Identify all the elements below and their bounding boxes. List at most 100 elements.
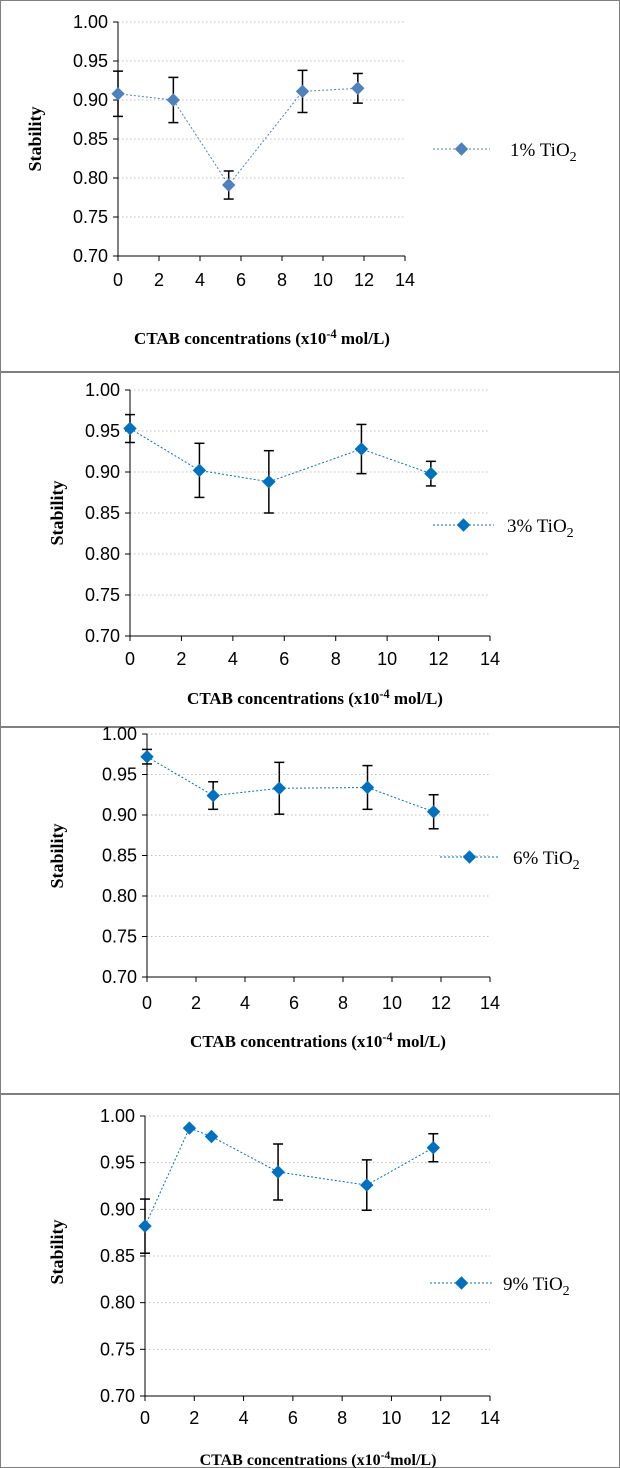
x-tick-label: 2	[191, 993, 201, 1013]
y-axis-title: Stability	[47, 1219, 67, 1284]
x-tick-label: 6	[288, 1408, 298, 1428]
legend-label-subscript: 2	[570, 150, 577, 165]
x-tick-label: 10	[377, 649, 397, 669]
x-tick-label: 0	[113, 270, 123, 290]
data-point-marker	[123, 421, 137, 436]
y-axis-title: Stability	[47, 480, 67, 545]
x-tick-label: 4	[195, 270, 205, 290]
chart-panel-4: 0.70 0.75 0.80 0.85 0.90 0.95 1.00 0 2 4 6 8 10 12 14 S…	[0, 1094, 620, 1468]
data-point-marker	[360, 780, 375, 795]
data-point-marker	[166, 93, 181, 107]
data-point-marker	[262, 475, 276, 489]
legend-label-main: 6% TiO	[513, 848, 573, 869]
x-axis-title-superscript: -4	[382, 1030, 392, 1044]
legend-marker	[454, 1276, 469, 1290]
data-point-marker	[271, 1165, 285, 1179]
y-tick-label: 0.70	[102, 967, 137, 987]
data-point-marker	[140, 749, 154, 764]
x-tick-label: 6	[279, 649, 289, 669]
y-tick-label: 0.85	[73, 129, 108, 149]
x-tick-label: 14	[480, 993, 500, 1013]
x-axis-title-superscript: -4	[379, 687, 389, 701]
x-tick-label: 6	[289, 993, 299, 1013]
x-axis-title-tail: mol/L)	[337, 329, 390, 348]
x-axis-title-tail: mol/L)	[393, 1032, 446, 1051]
y-axis-title: Stability	[47, 823, 67, 888]
x-axis-title-tail: mol/L)	[390, 1452, 436, 1468]
data-point-marker	[426, 1140, 441, 1155]
x-tick-label: 2	[176, 649, 186, 669]
x-tick-label: 14	[480, 649, 500, 669]
legend-marker	[454, 142, 469, 156]
y-tick-label: 0.95	[102, 765, 137, 785]
y-tick-label: 1.00	[100, 1106, 135, 1126]
y-tick-label: 0.75	[100, 1339, 135, 1359]
legend-label-subscript: 2	[563, 1284, 570, 1299]
y-tick-label: 1.00	[85, 380, 120, 400]
y-tick-label: 0.75	[85, 585, 120, 605]
x-tick-label: 0	[125, 649, 135, 669]
y-tick-label: 0.90	[73, 90, 108, 110]
x-tick-label: 8	[337, 1408, 347, 1428]
x-tick-label: 2	[189, 1408, 199, 1428]
x-tick-label: 8	[338, 993, 348, 1013]
x-axis-title-main: CTAB concentrations (x10	[134, 329, 326, 348]
x-axis-title-main: CTAB concentrations (x10	[187, 689, 379, 708]
chart-panel-2: 0.70 0.75 0.80 0.85 0.90 0.95 1.00 0 2 4 6 8 10 12 14 S…	[0, 372, 620, 727]
data-point-marker	[295, 84, 310, 99]
data-point-marker	[424, 466, 438, 481]
legend-label-main: 1% TiO	[510, 140, 570, 161]
data-point-marker	[354, 442, 369, 456]
data-point-marker	[206, 788, 220, 803]
chart-panel-3: 0.70 0.75 0.80 0.85 0.90 0.95 1.00 0 2 4 6 8 10 12 14 S…	[0, 724, 620, 1094]
legend-label: 9% TiO2	[503, 1274, 570, 1299]
x-tick-label: 12	[429, 649, 449, 669]
legend-label: 6% TiO2	[513, 848, 580, 873]
x-tick-label: 12	[354, 270, 374, 290]
y-tick-label: 0.90	[100, 1199, 135, 1219]
data-point-marker	[182, 1121, 197, 1135]
legend-marker	[456, 518, 471, 532]
data-point-marker	[426, 805, 441, 819]
y-tick-label: 0.80	[73, 168, 108, 188]
y-tick-label: 0.85	[102, 846, 137, 866]
y-tick-label: 0.90	[85, 462, 120, 482]
x-axis-title: CTAB concentrations (x10-4 mol/L)	[190, 1030, 446, 1051]
legend-label-subscript: 2	[567, 526, 574, 541]
x-tick-label: 6	[236, 270, 246, 290]
data-point-marker	[111, 87, 125, 101]
y-tick-label: 0.80	[100, 1293, 135, 1313]
y-tick-label: 0.80	[85, 544, 120, 564]
data-point-marker	[272, 781, 287, 796]
x-axis-title-main: CTAB concentrations (x10	[200, 1452, 381, 1468]
x-tick-label: 10	[381, 1408, 401, 1428]
series-line	[117, 87, 358, 186]
data-point-marker	[360, 1178, 374, 1192]
x-axis-title: CTAB concentrations (x10-4 mol/L)	[187, 687, 443, 708]
x-tick-label: 12	[431, 993, 451, 1013]
y-axis-title: Stability	[25, 106, 45, 171]
chart-panel-1: 0.70 0.75 0.80 0.85 0.90 0.95 1.00 0 2 4 6 8 10 12 14 S…	[0, 0, 620, 372]
x-tick-label: 10	[382, 993, 402, 1013]
legend-label: 3% TiO2	[507, 516, 574, 541]
data-point-marker	[351, 81, 365, 96]
legend-label-main: 9% TiO	[503, 1274, 563, 1295]
y-tick-label: 0.75	[102, 927, 137, 947]
x-axis-title: CTAB concentrations (x10-4mol/L)	[200, 1450, 437, 1468]
y-tick-label: 0.75	[73, 207, 108, 227]
y-tick-label: 0.95	[85, 421, 120, 441]
x-tick-label: 8	[331, 649, 341, 669]
x-tick-label: 4	[239, 1408, 249, 1428]
y-tick-label: 1.00	[102, 724, 137, 744]
x-tick-label: 0	[142, 993, 152, 1013]
x-axis-title-superscript: -4	[381, 1450, 391, 1462]
y-tick-label: 0.90	[102, 805, 137, 825]
y-tick-label: 0.85	[100, 1246, 135, 1266]
x-tick-label: 12	[431, 1408, 451, 1428]
data-point-marker	[204, 1129, 219, 1144]
legend-label: 1% TiO2	[510, 140, 577, 165]
x-axis-title: CTAB concentrations (x10-4 mol/L)	[134, 327, 390, 348]
x-tick-label: 8	[277, 270, 287, 290]
x-axis-title-superscript: -4	[326, 327, 336, 341]
